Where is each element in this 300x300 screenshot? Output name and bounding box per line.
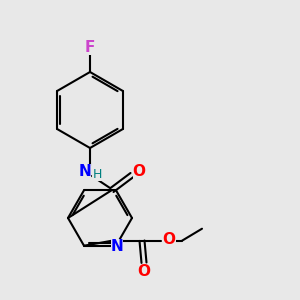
- Text: O: O: [133, 164, 146, 178]
- Text: F: F: [85, 40, 95, 55]
- Text: O: O: [137, 264, 151, 279]
- Text: N: N: [79, 164, 92, 178]
- Text: O: O: [163, 232, 176, 247]
- Text: N: N: [111, 239, 123, 254]
- Text: H: H: [92, 167, 102, 181]
